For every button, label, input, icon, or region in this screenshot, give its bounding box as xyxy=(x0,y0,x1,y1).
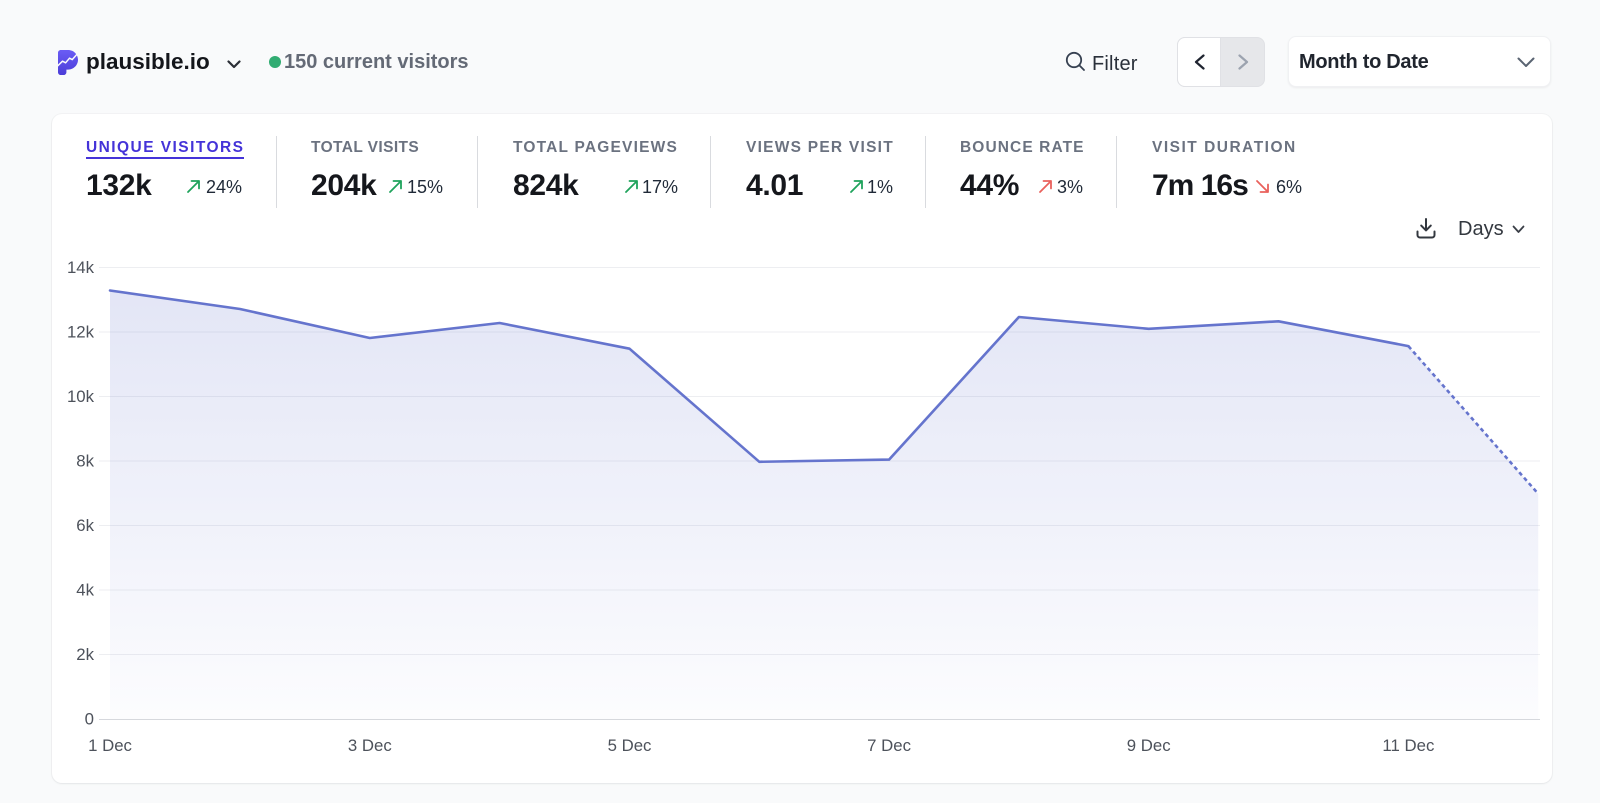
svg-text:14k: 14k xyxy=(67,258,95,277)
svg-text:12k: 12k xyxy=(67,323,95,342)
svg-text:8k: 8k xyxy=(76,452,94,471)
svg-text:9 Dec: 9 Dec xyxy=(1127,736,1171,755)
svg-text:11 Dec: 11 Dec xyxy=(1382,736,1434,755)
svg-text:1 Dec: 1 Dec xyxy=(88,736,132,755)
svg-text:2k: 2k xyxy=(76,645,94,664)
svg-text:6k: 6k xyxy=(76,516,94,535)
svg-text:4k: 4k xyxy=(76,581,94,600)
svg-text:7 Dec: 7 Dec xyxy=(867,736,911,755)
svg-text:5 Dec: 5 Dec xyxy=(608,736,652,755)
svg-text:3 Dec: 3 Dec xyxy=(348,736,392,755)
svg-text:0: 0 xyxy=(85,710,94,729)
svg-text:10k: 10k xyxy=(67,387,95,406)
